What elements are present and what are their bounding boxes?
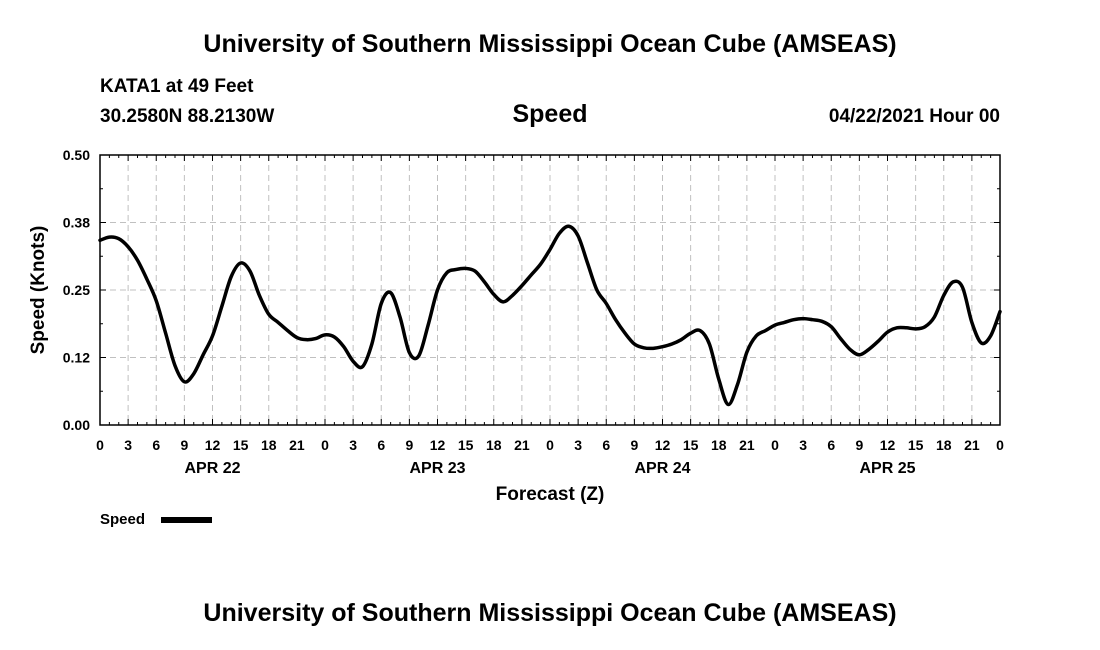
x-tick-label: 21: [739, 437, 755, 453]
x-tick-label: 6: [827, 437, 835, 453]
x-tick-label: 6: [377, 437, 385, 453]
x-tick-label: 3: [349, 437, 357, 453]
y-tick-label: 0.38: [63, 215, 90, 231]
legend-swatch: [161, 517, 212, 523]
forecast-datetime: 04/22/2021 Hour 00: [828, 106, 1000, 127]
x-tick-label: 9: [630, 437, 638, 453]
x-tick-label: 3: [799, 437, 807, 453]
x-tick-label: 15: [233, 437, 249, 453]
y-tick-label: 0.00: [63, 417, 90, 433]
variable-title: Speed: [512, 100, 588, 128]
x-tick-label: 9: [405, 437, 413, 453]
speed-series-line: [98, 224, 1002, 407]
y-tick-label: 0.50: [63, 147, 90, 163]
legend-label: Speed: [100, 511, 145, 528]
day-label: APR 24: [634, 460, 690, 477]
x-tick-label: 3: [124, 437, 132, 453]
x-tick-label: 6: [152, 437, 160, 453]
y-tick-labels: 0.00 0.12 0.25 0.38 0.50: [63, 147, 90, 433]
x-tick-label: 3: [574, 437, 582, 453]
x-tick-label: 6: [602, 437, 610, 453]
x-tick-label: 9: [855, 437, 863, 453]
x-tick-label: 15: [683, 437, 699, 453]
x-tick-label: 12: [430, 437, 446, 453]
x-tick-label: 21: [964, 437, 980, 453]
x-tick-label: 9: [180, 437, 188, 453]
x-tick-label: 18: [936, 437, 952, 453]
x-tick-label: 0: [321, 437, 329, 453]
x-tick-label: 12: [205, 437, 221, 453]
x-tick-label: 12: [655, 437, 671, 453]
x-tick-label: 0: [96, 437, 104, 453]
x-tick-label: 18: [711, 437, 727, 453]
x-tick-labels: 0 3 6 9 12 15 18 21 0 3 6 9 12 15 18 21 0 3 6 9 12 15 18 21 0 3 6 9…: [96, 437, 1004, 453]
x-tick-label: 18: [486, 437, 502, 453]
day-labels: APR 22 APR 23 APR 24 APR 25: [184, 460, 915, 477]
x-tick-label: 12: [880, 437, 896, 453]
plot-frame: [99, 154, 1001, 426]
day-label: APR 25: [859, 460, 915, 477]
chart-title: University of Southern Mississippi Ocean…: [203, 30, 897, 58]
day-label: APR 22: [184, 460, 240, 477]
x-tick-label: 15: [458, 437, 474, 453]
x-tick-label: 21: [514, 437, 530, 453]
x-tick-label: 0: [546, 437, 554, 453]
footer-title: University of Southern Mississippi Ocean…: [203, 599, 897, 627]
x-tick-label: 15: [908, 437, 924, 453]
y-tick-label: 0.25: [63, 282, 90, 298]
day-label: APR 23: [409, 460, 465, 477]
x-tick-label: 18: [261, 437, 277, 453]
grid: [100, 155, 1000, 425]
x-tick-label: 21: [289, 437, 305, 453]
station-label: KATA1 at 49 Feet: [100, 76, 254, 97]
y-axis-label: Speed (Knots): [28, 226, 49, 355]
x-tick-label: 0: [996, 437, 1004, 453]
coordinates-label: 30.2580N 88.2130W: [100, 106, 275, 127]
x-tick-label: 0: [771, 437, 779, 453]
y-tick-label: 0.12: [63, 350, 90, 366]
x-axis-label: Forecast (Z): [496, 484, 605, 505]
